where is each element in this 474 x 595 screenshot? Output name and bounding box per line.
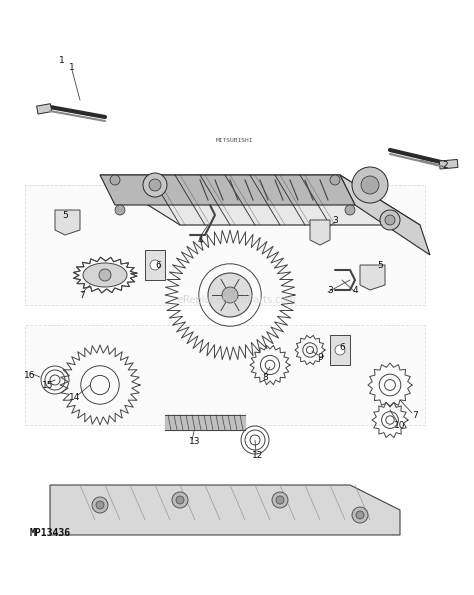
Circle shape	[276, 496, 284, 504]
Circle shape	[272, 492, 288, 508]
Circle shape	[110, 175, 120, 185]
Circle shape	[92, 497, 108, 513]
Text: 5: 5	[62, 211, 68, 220]
Text: 15: 15	[42, 380, 54, 390]
Circle shape	[99, 269, 111, 281]
Circle shape	[149, 179, 161, 191]
Circle shape	[345, 205, 355, 215]
Polygon shape	[100, 175, 420, 225]
Circle shape	[361, 176, 379, 194]
Bar	[25, 325, 425, 425]
Circle shape	[352, 167, 388, 203]
Circle shape	[352, 507, 368, 523]
Text: eReplacementParts.com: eReplacementParts.com	[178, 295, 296, 305]
Polygon shape	[50, 485, 400, 535]
Polygon shape	[360, 265, 385, 290]
Circle shape	[222, 287, 238, 303]
Text: 1: 1	[69, 62, 75, 71]
Circle shape	[115, 205, 125, 215]
Circle shape	[208, 273, 252, 317]
Text: 10: 10	[394, 421, 406, 430]
Circle shape	[176, 496, 184, 504]
Circle shape	[335, 345, 345, 355]
Circle shape	[380, 210, 400, 230]
Circle shape	[172, 492, 188, 508]
Text: 16: 16	[24, 371, 36, 380]
Circle shape	[356, 511, 364, 519]
Text: 7: 7	[79, 290, 85, 299]
Text: MP13436: MP13436	[30, 528, 71, 538]
Circle shape	[385, 215, 395, 225]
Text: 4: 4	[352, 286, 358, 295]
Text: 13: 13	[189, 437, 201, 446]
Text: 7: 7	[412, 411, 418, 419]
Polygon shape	[340, 175, 430, 255]
Text: 2: 2	[442, 161, 448, 170]
Text: 8: 8	[262, 372, 268, 381]
Circle shape	[96, 501, 104, 509]
Polygon shape	[100, 175, 355, 205]
Bar	[145, 250, 165, 280]
Bar	[25, 185, 425, 305]
Text: 14: 14	[69, 393, 81, 402]
Text: 1: 1	[59, 55, 65, 64]
Circle shape	[330, 175, 340, 185]
Text: 6: 6	[339, 343, 345, 352]
Bar	[36, 104, 52, 114]
Text: 5: 5	[377, 261, 383, 270]
Text: 3: 3	[327, 286, 333, 295]
Bar	[439, 159, 458, 169]
Polygon shape	[55, 210, 80, 235]
Bar	[330, 335, 350, 365]
Text: 12: 12	[252, 450, 264, 459]
Circle shape	[150, 260, 160, 270]
Text: 9: 9	[317, 352, 323, 362]
Text: 4: 4	[197, 236, 203, 245]
Circle shape	[143, 173, 167, 197]
Ellipse shape	[83, 263, 127, 287]
Polygon shape	[310, 220, 330, 245]
Text: 6: 6	[155, 261, 161, 270]
Text: MITSUBISHI: MITSUBISHI	[216, 137, 254, 142]
Text: 3: 3	[332, 215, 338, 224]
